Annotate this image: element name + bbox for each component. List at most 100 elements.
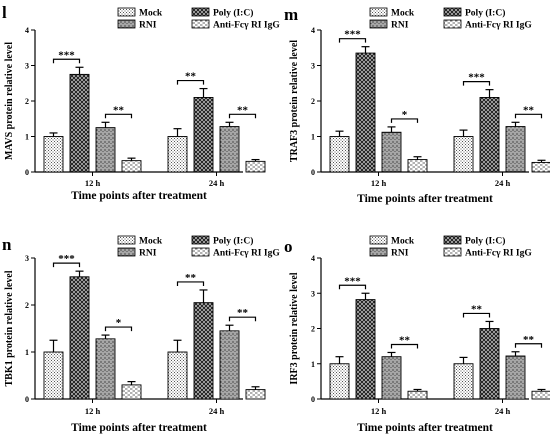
significance-bracket — [390, 118, 419, 123]
significance-bracket — [390, 343, 419, 349]
bar — [453, 136, 474, 173]
legend-swatch — [443, 19, 462, 29]
y-axis-label: TBK1 protein relative level — [4, 270, 15, 386]
significance-label: *** — [344, 275, 361, 287]
x-tick-label: 12 h — [85, 406, 101, 416]
legend-label: RNI — [139, 21, 157, 31]
chart-panel-l: l MAVS protein relative level 0 1 2 3 4 12 h 24 … — [2, 3, 280, 202]
legend-swatch — [443, 7, 462, 17]
y-tick-label: 2 — [25, 97, 29, 106]
significance-bracket — [462, 312, 491, 318]
y-axis-label: TRAF3 protein relative level — [289, 40, 300, 162]
significance-bracket — [176, 79, 205, 85]
significance-label: ** — [237, 307, 249, 319]
legend: Mock Poly (I:C) RNI Anti-Fcγ RI IgG — [369, 235, 532, 259]
y-tick-label: 3 — [311, 289, 315, 298]
legend: Mock Poly (I:C) RNI Anti-Fcγ RI IgG — [369, 7, 532, 31]
significance-bracket — [514, 343, 543, 348]
y-tick-label: 0 — [25, 395, 29, 404]
panel-letter: m — [284, 5, 298, 24]
bar — [531, 390, 550, 400]
bar — [329, 136, 350, 173]
legend-swatch — [117, 7, 136, 17]
legend-label: Mock — [391, 237, 415, 247]
y-tick-label: 3 — [25, 62, 29, 71]
legend-label: Anti-Fcγ RI IgG — [465, 249, 532, 259]
bar — [43, 351, 64, 400]
significance-label: ** — [113, 104, 125, 116]
y-tick-label: 4 — [311, 254, 315, 263]
bar — [219, 330, 240, 400]
y-tick-label: 1 — [311, 133, 315, 142]
y-tick-label: 0 — [311, 168, 315, 177]
chart-panel-n: n TBK1 protein relative level 0 1 2 3 12 h 24 h… — [2, 235, 280, 434]
y-tick-label: 2 — [311, 325, 315, 334]
legend-label: Mock — [139, 237, 163, 247]
significance-label: *** — [468, 72, 485, 84]
legend-label: Poly (I:C) — [213, 236, 253, 247]
bar — [193, 302, 214, 400]
bar — [329, 363, 350, 400]
y-tick-label: 3 — [25, 254, 29, 263]
legend-label: Poly (I:C) — [465, 8, 505, 19]
bar — [505, 355, 526, 400]
legend-swatch — [117, 19, 136, 29]
x-tick-label: 12 h — [85, 178, 101, 188]
y-tick-label: 2 — [311, 97, 315, 106]
legend-swatch — [443, 235, 462, 245]
y-axis-label: MAVS protein relative level — [4, 42, 15, 160]
y-axis-label: IRF3 protein relative level — [289, 272, 300, 384]
y-tick-label: 0 — [25, 168, 29, 177]
panel-letter: n — [2, 235, 12, 254]
legend-swatch — [191, 235, 210, 245]
significance-label: ** — [237, 104, 249, 116]
bar — [69, 276, 90, 400]
legend-swatch — [369, 7, 388, 17]
significance-bracket — [338, 284, 367, 290]
legend-swatch — [191, 19, 210, 29]
significance-label: * — [116, 317, 122, 329]
legend: Mock Poly (I:C) RNI Anti-Fcγ RI IgG — [117, 235, 280, 259]
legend-label: RNI — [391, 21, 409, 31]
bar — [479, 96, 500, 173]
bar — [453, 363, 474, 400]
bar — [219, 126, 240, 173]
bar — [505, 126, 526, 173]
bar — [167, 136, 188, 173]
significance-label: *** — [58, 253, 75, 265]
legend-swatch — [369, 19, 388, 29]
y-tick-label: 2 — [25, 301, 29, 310]
bar — [245, 160, 266, 173]
legend-swatch — [191, 7, 210, 17]
legend-label: RNI — [139, 249, 157, 259]
x-axis-title: Time points after treatment — [71, 422, 207, 434]
legend-label: Poly (I:C) — [465, 236, 505, 247]
x-axis-title: Time points after treatment — [71, 190, 207, 202]
x-axis-title: Time points after treatment — [357, 422, 493, 434]
significance-bracket — [104, 326, 133, 332]
legend-label: Mock — [139, 9, 163, 19]
x-tick-label: 24 h — [495, 406, 511, 416]
legend-swatch — [443, 247, 462, 257]
significance-bracket — [338, 38, 367, 43]
legend-label: Anti-Fcγ RI IgG — [465, 21, 532, 31]
legend-label: Mock — [391, 9, 415, 19]
significance-label: ** — [523, 104, 535, 116]
bar — [381, 131, 402, 173]
significance-bracket — [514, 113, 543, 119]
significance-label: ** — [185, 272, 197, 284]
bar — [43, 136, 64, 173]
bar — [355, 299, 376, 400]
legend-label: Anti-Fcγ RI IgG — [213, 249, 280, 259]
significance-bracket — [228, 316, 257, 322]
chart-panel-o: o IRF3 protein relative level 0 1 2 3 4 12 h 24 … — [284, 235, 550, 434]
significance-bracket — [52, 262, 81, 268]
significance-label: * — [402, 109, 408, 121]
significance-label: ** — [471, 303, 483, 315]
legend-label: RNI — [391, 249, 409, 259]
bar — [121, 384, 142, 400]
x-tick-label: 24 h — [209, 178, 225, 188]
panel-letter: o — [284, 237, 293, 256]
bar — [355, 52, 376, 173]
